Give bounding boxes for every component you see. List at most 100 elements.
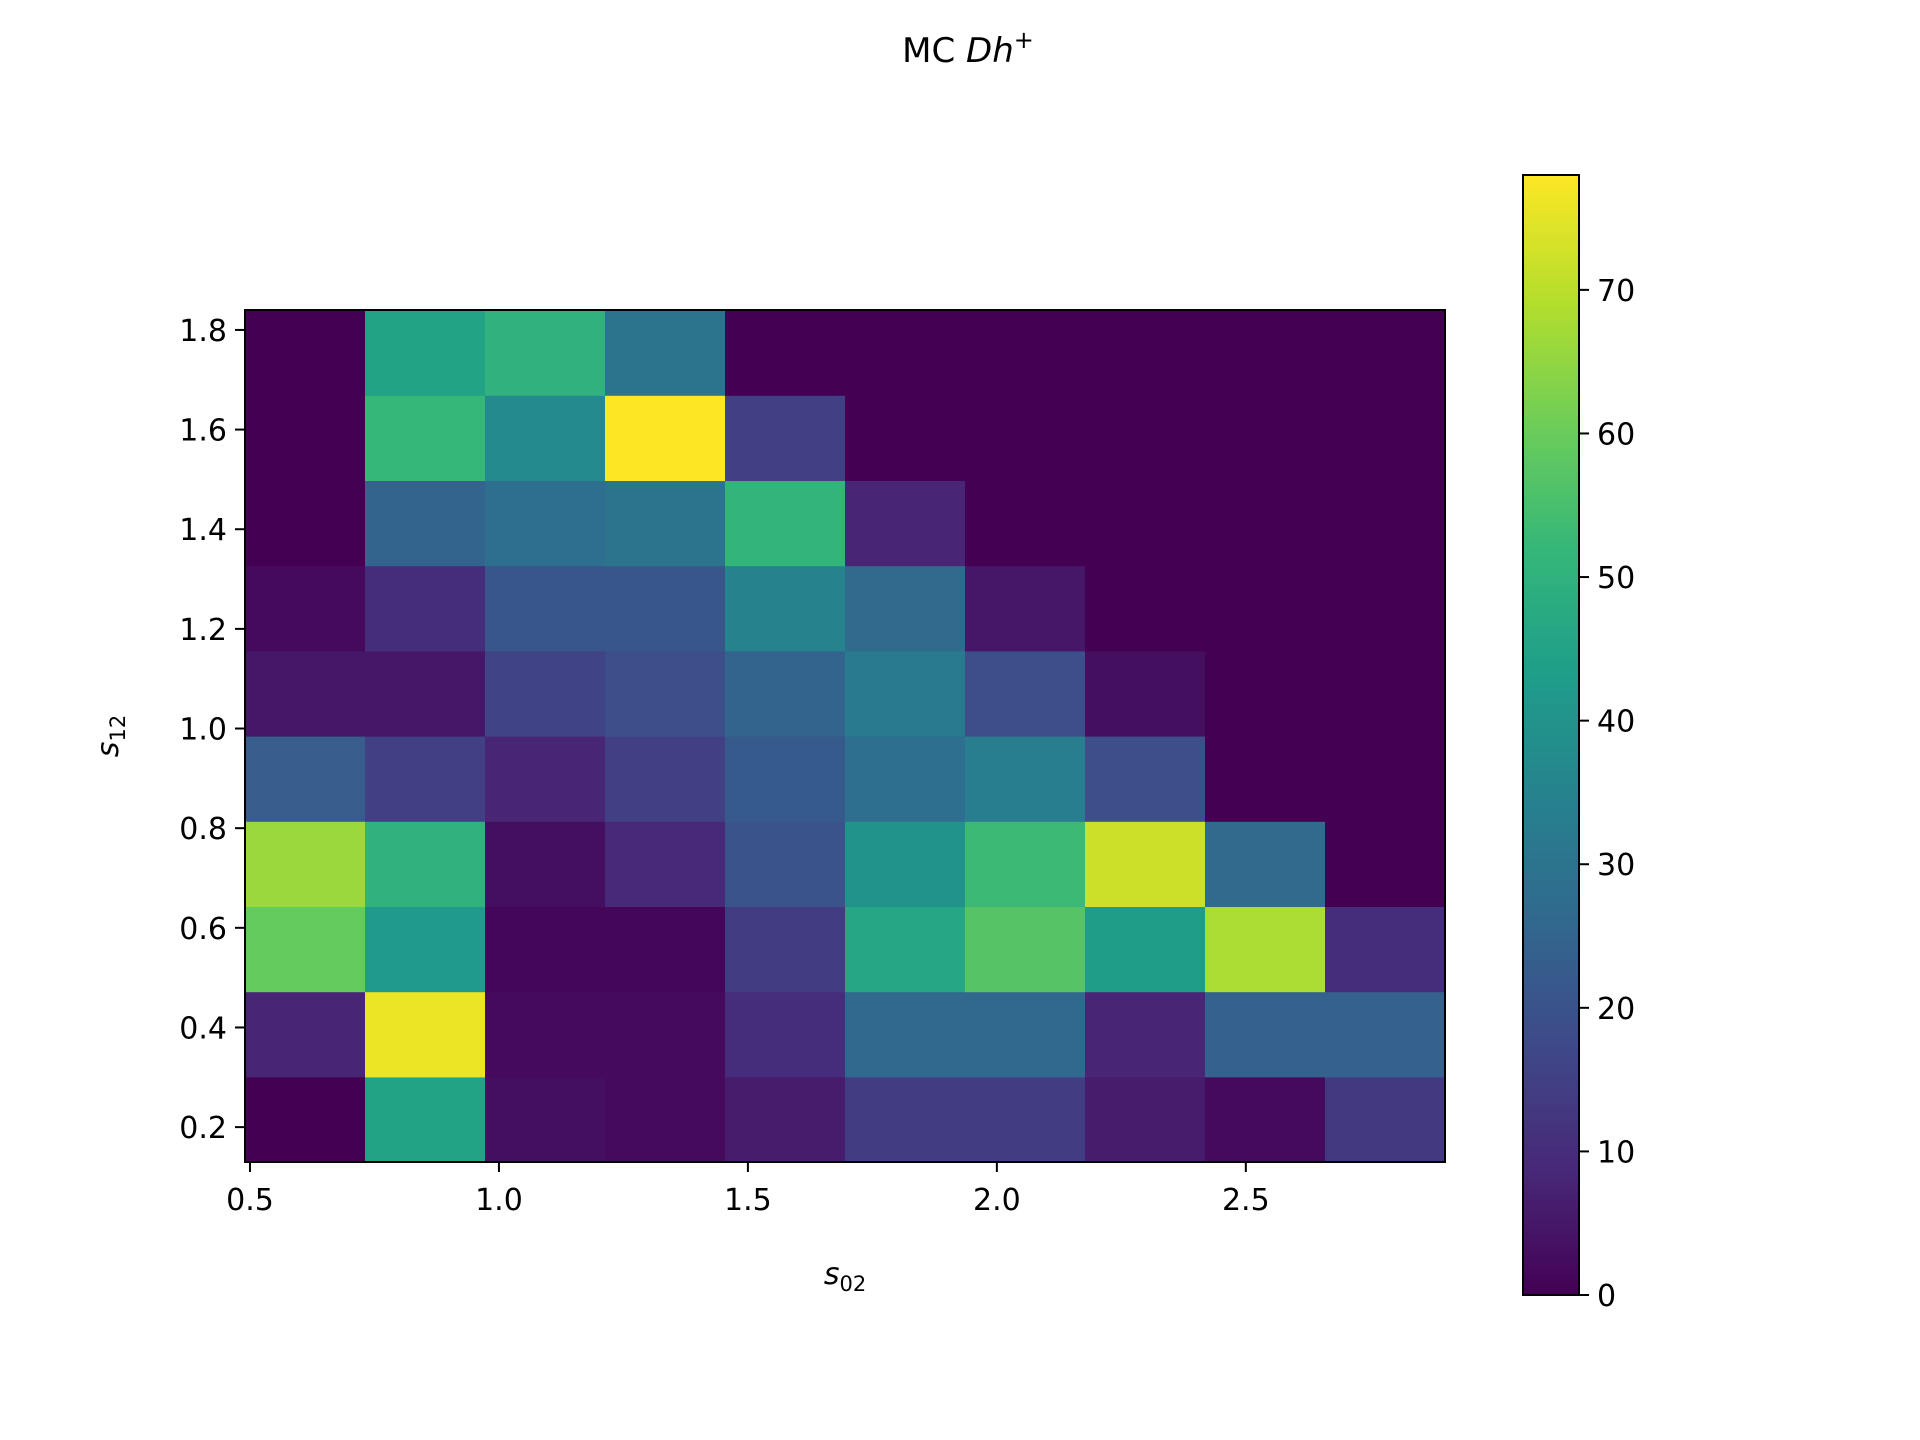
y-axis-label-base: s [91,742,126,758]
chart-title-prefix: MC [902,31,966,71]
colorbar-tick-label: 40 [1597,705,1635,740]
y-tick-label: 0.6 [179,912,227,947]
heatmap-cell [1325,395,1446,481]
x-axis-label-sub: 02 [839,1272,866,1296]
heatmap-cell [485,991,606,1078]
heatmap-cell [1325,565,1446,652]
heatmap-cell [245,650,366,737]
plot-frame [244,309,1446,1163]
heatmap-cell [1325,906,1446,993]
heatmap-cell [245,480,366,567]
heatmap-cell [485,395,606,481]
heatmap-cell [1205,310,1326,396]
heatmap-cell [1205,991,1326,1078]
y-tick-label: 1.8 [179,314,227,349]
heatmap-cell [365,736,486,822]
heatmap-cell [365,310,486,396]
heatmap-cell [245,565,366,652]
y-tick-label: 0.2 [179,1111,227,1146]
heatmap-cell [605,565,726,652]
heatmap-cell [845,310,966,396]
heatmap-cell [1205,650,1326,737]
heatmap-cell [605,821,726,907]
colorbar-tick-label: 60 [1597,417,1635,452]
x-axis-ticks: 0.5 1.0 1.5 2.0 2.5 [226,1162,1270,1218]
chart-title-sup: + [1014,26,1034,54]
heatmap-cell [245,821,366,907]
heatmap-cell [725,395,846,481]
chart-title-math: Dh [966,31,1014,71]
heatmap-cell [1085,736,1206,822]
heatmap-cell [1085,480,1206,567]
heatmap-cell [485,565,606,652]
heatmap-cell [845,395,966,481]
heatmap-cell [245,906,366,993]
heatmap-cell [245,991,366,1078]
heatmap-cell [725,736,846,822]
heatmap-cell [1085,310,1206,396]
heatmap-cell [965,480,1086,567]
heatmap-cell [1205,821,1326,907]
y-tick-label: 1.4 [179,513,227,548]
heatmap-cell [965,821,1086,907]
x-axis-label: s02 [824,1257,866,1296]
x-tick-label: 1.5 [724,1183,772,1218]
heatmap-cell [365,480,486,567]
heatmap-cell [845,906,966,993]
x-tick-label: 2.0 [973,1183,1021,1218]
heatmap-cell [1205,906,1326,993]
heatmap-cell [845,1076,966,1163]
heatmap-cell [485,736,606,822]
y-tick-label: 1.6 [179,414,227,449]
heatmap-cell [605,480,726,567]
heatmap-cell [725,1076,846,1163]
heatmap-cell [365,821,486,907]
y-tick-label: 0.8 [179,812,227,847]
heatmap-cell [365,395,486,481]
heatmap-cell [365,650,486,737]
heatmap-cell [725,650,846,737]
heatmap-cell [725,991,846,1078]
heatmap-cell [485,906,606,993]
heatmap-cell [605,650,726,737]
heatmap-cell [965,736,1086,822]
colorbar-tick-label: 50 [1597,561,1635,596]
heatmap-cell [485,821,606,907]
heatmap-cell [1205,565,1326,652]
heatmap-cell [725,821,846,907]
heatmap-cell [1085,650,1206,737]
y-tick-label: 1.2 [179,613,227,648]
heatmap-cell [485,480,606,567]
x-tick-label: 0.5 [226,1183,274,1218]
heatmap-cell [365,565,486,652]
colorbar-tick-label: 20 [1597,992,1635,1027]
x-tick-label: 1.0 [475,1183,523,1218]
heatmap-cell [1205,736,1326,822]
colorbar-tick-label: 0 [1597,1279,1616,1314]
heatmap-cell [965,906,1086,993]
heatmap-cell [1325,991,1446,1078]
heatmap-cell [845,736,966,822]
heatmap-cell [245,395,366,481]
heatmap-cell [1085,906,1206,993]
heatmap-cell [1205,395,1326,481]
heatmap-cell [965,565,1086,652]
heatmap-cell [845,991,966,1078]
heatmap-cell [1325,821,1446,907]
heatmap-cell [605,991,726,1078]
colorbar-tick-label: 10 [1597,1135,1635,1170]
heatmap-cells [245,310,1446,1163]
heatmap-cell [845,565,966,652]
heatmap-cell [965,1076,1086,1163]
heatmap-cell [1085,1076,1206,1163]
heatmap-cell [1325,480,1446,567]
heatmap-cell [485,310,606,396]
heatmap-cell [725,480,846,567]
heatmap-cell [245,736,366,822]
x-axis-label-base: s [824,1257,840,1292]
heatmap-cell [1085,991,1206,1078]
heatmap-cell [1325,310,1446,396]
heatmap-cell [845,480,966,567]
colorbar-tick-label: 30 [1597,848,1635,883]
